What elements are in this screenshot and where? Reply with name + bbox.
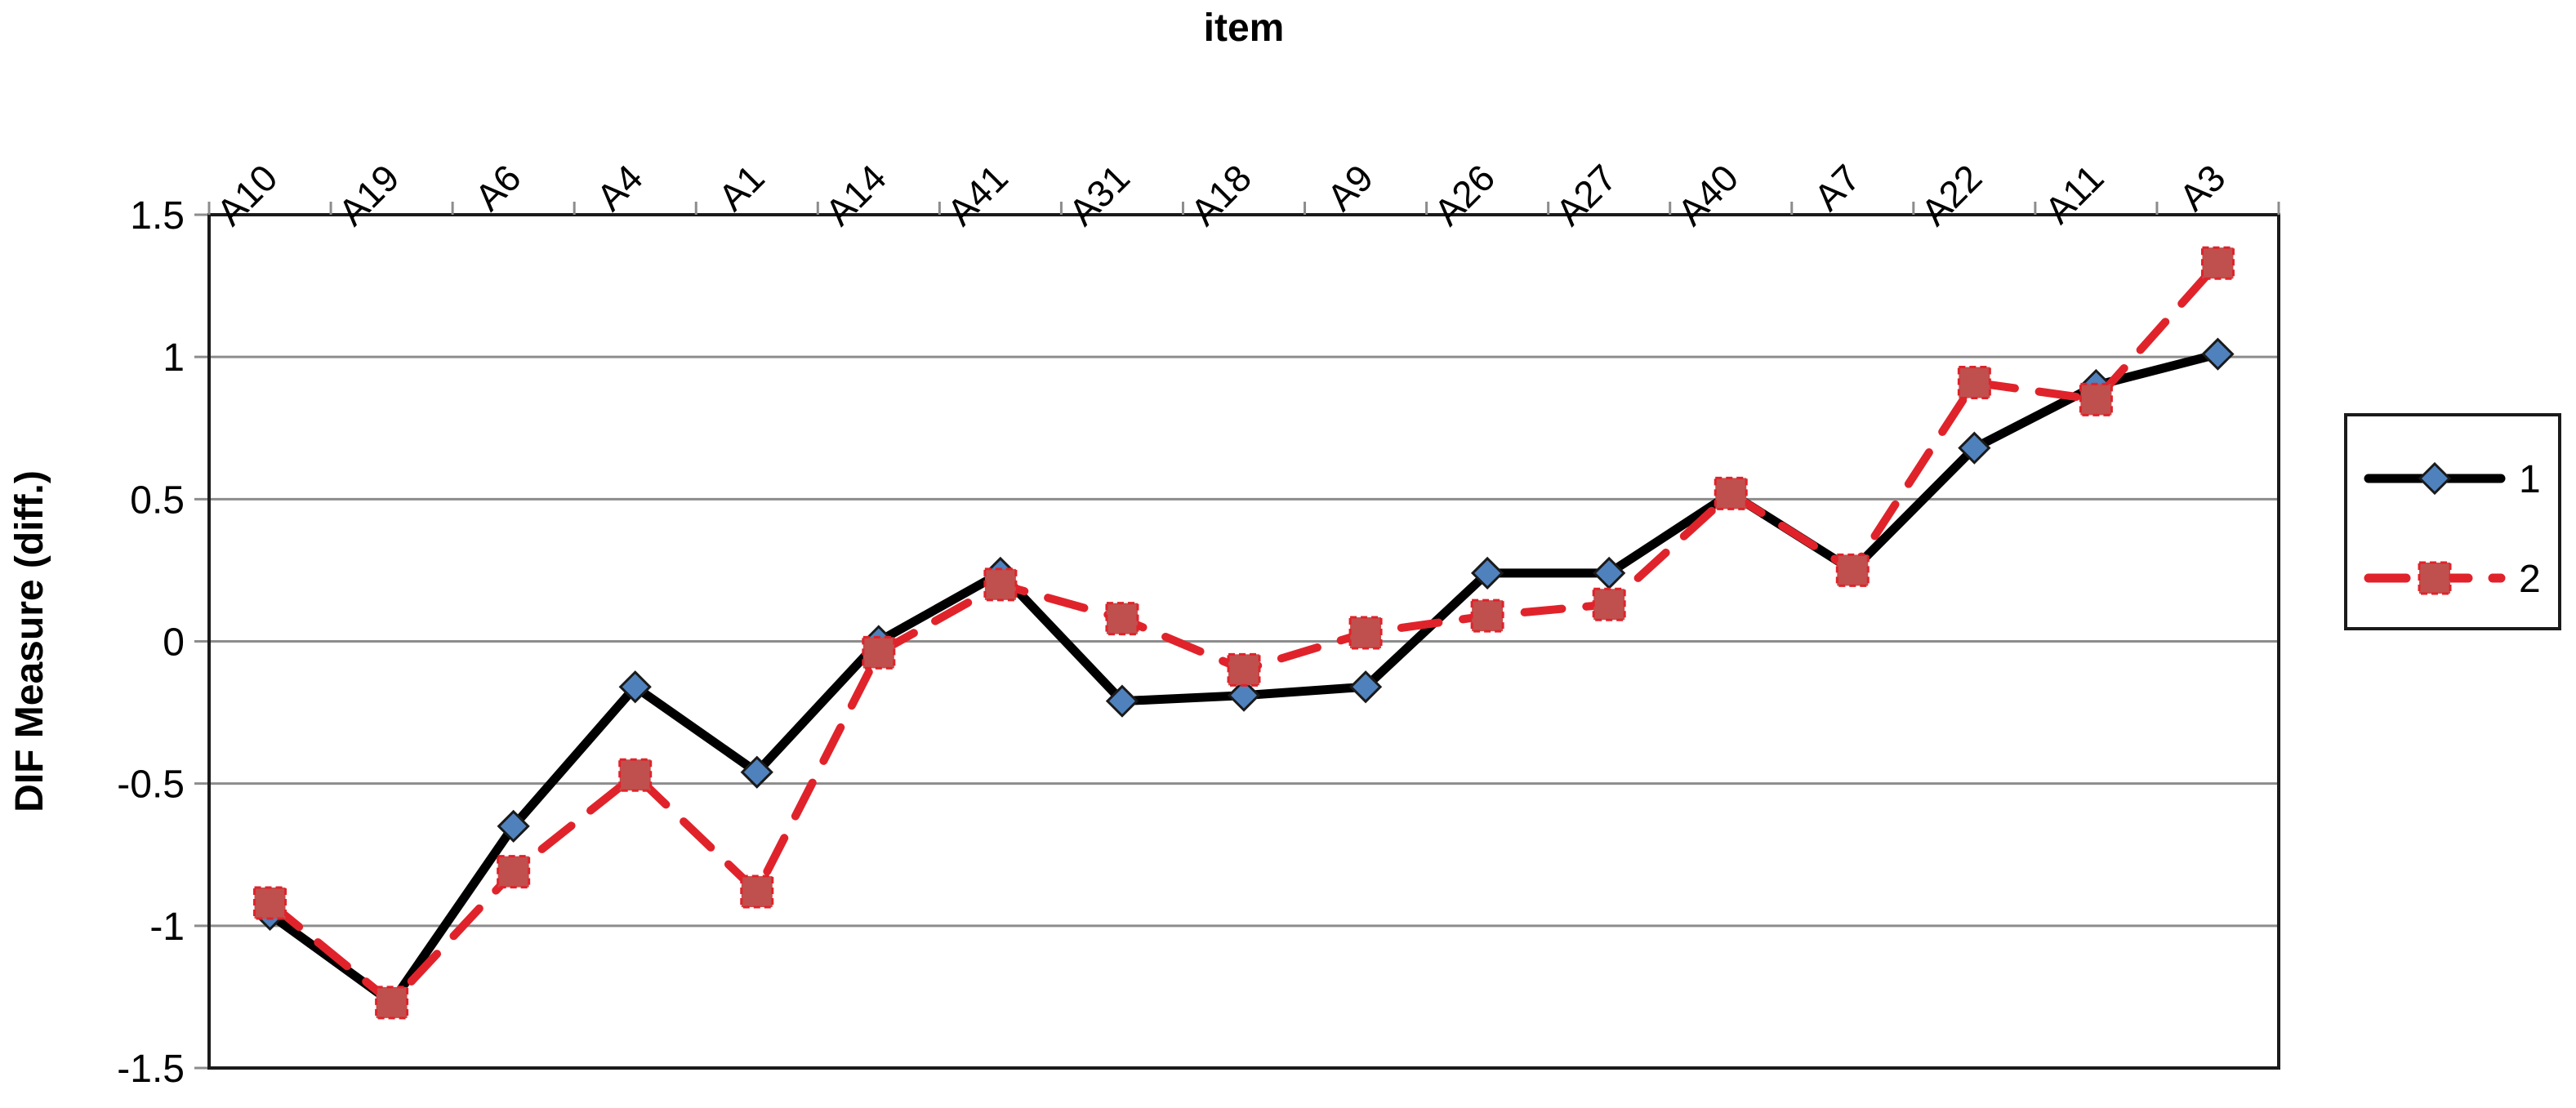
series-2 bbox=[253, 246, 2235, 1020]
x-tick-label: A9 bbox=[1319, 156, 1382, 219]
axes bbox=[194, 202, 2280, 1070]
y-tick-label: -1 bbox=[149, 906, 185, 949]
series-line bbox=[265, 259, 2222, 1007]
x-tick-label: A7 bbox=[1806, 156, 1869, 219]
legend-label: 1 bbox=[2519, 458, 2541, 501]
data-point bbox=[1105, 602, 1139, 636]
legend-label: 2 bbox=[2519, 558, 2541, 601]
data-point bbox=[497, 809, 530, 843]
x-tick-label: A19 bbox=[330, 156, 408, 234]
data-point bbox=[497, 855, 531, 889]
series bbox=[253, 246, 2235, 1020]
data-point bbox=[1227, 652, 1261, 687]
data-point bbox=[2200, 246, 2235, 280]
plot-border bbox=[207, 213, 2280, 1070]
data-point bbox=[253, 886, 287, 920]
data-point bbox=[1348, 616, 1383, 650]
data-point bbox=[2201, 337, 2235, 371]
y-tick-label: -1.5 bbox=[117, 1048, 185, 1091]
x-tick-label: A18 bbox=[1182, 156, 1259, 234]
y-tick-label: 0 bbox=[163, 621, 185, 665]
data-point bbox=[1958, 431, 1991, 465]
data-point bbox=[1957, 366, 1991, 400]
x-tick-label: A10 bbox=[208, 156, 286, 234]
x-tick-label: A3 bbox=[2171, 156, 2234, 219]
data-point bbox=[1592, 587, 1626, 621]
x-tick-label: A27 bbox=[1548, 156, 1625, 234]
y-tick-label: 1.5 bbox=[130, 194, 185, 238]
data-point bbox=[1714, 476, 1748, 510]
gridlines bbox=[209, 213, 2279, 1070]
data-point bbox=[740, 874, 774, 909]
data-point bbox=[1105, 684, 1139, 718]
data-point bbox=[1835, 553, 1870, 587]
x-tick-label: A22 bbox=[1913, 156, 1990, 234]
data-point bbox=[862, 635, 896, 670]
legend: 12 bbox=[2344, 413, 2561, 630]
x-tick-label: A11 bbox=[2036, 156, 2111, 231]
data-point bbox=[618, 758, 653, 792]
data-point bbox=[1470, 598, 1504, 633]
legend-marker bbox=[2418, 461, 2452, 496]
x-tick-label: A14 bbox=[817, 156, 894, 234]
x-tick-label: A4 bbox=[588, 156, 651, 219]
x-tick-label: A40 bbox=[1669, 156, 1747, 234]
y-axis-title: DIF Measure (diff.) bbox=[8, 470, 51, 812]
x-tick-label: A1 bbox=[710, 156, 773, 219]
x-tick-label: A26 bbox=[1426, 156, 1504, 234]
x-tick-label: A31 bbox=[1060, 156, 1138, 234]
data-point bbox=[1227, 679, 1261, 712]
data-point bbox=[375, 986, 409, 1020]
data-point bbox=[2079, 382, 2113, 416]
y-tick-label: -0.5 bbox=[117, 763, 185, 807]
data-point bbox=[740, 755, 773, 789]
y-tick-label: 0.5 bbox=[130, 478, 185, 522]
data-point bbox=[1470, 556, 1504, 590]
data-point bbox=[983, 567, 1018, 602]
y-tick-label: 1 bbox=[163, 336, 185, 380]
data-point bbox=[1348, 670, 1383, 704]
x-tick-label: A41 bbox=[938, 156, 1016, 234]
x-tick-label: A6 bbox=[466, 156, 529, 219]
legend-box bbox=[2344, 413, 2561, 630]
x-axis-title: item bbox=[1204, 7, 1285, 50]
labels: 1.5 1 0.5 0 -0.5 -1 -1.5 A10 A19 A6 A4 A1 A14 A41 A31 A… bbox=[117, 156, 2233, 1091]
data-point bbox=[618, 670, 652, 704]
legend-marker bbox=[2418, 561, 2452, 595]
